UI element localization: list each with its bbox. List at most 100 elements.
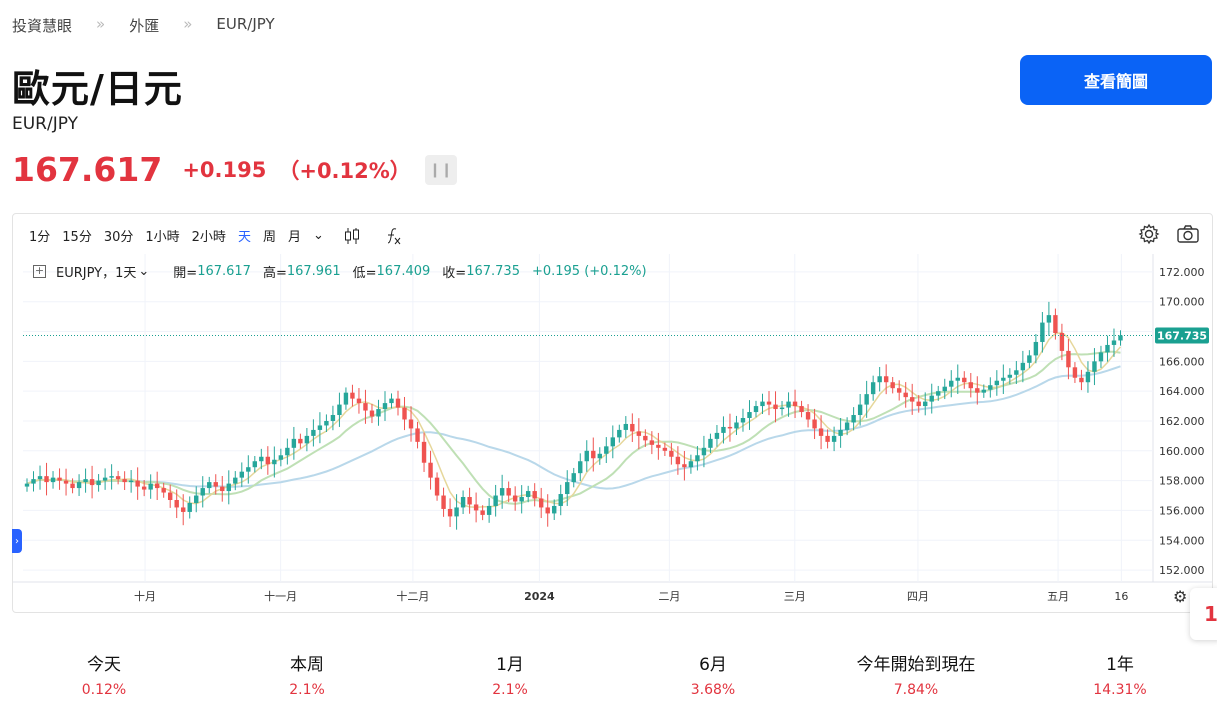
candle-body [1033, 341, 1039, 356]
candle-body [610, 437, 615, 447]
breadcrumb-home[interactable]: 投資慧眼 [12, 17, 73, 35]
candle-body [252, 461, 258, 468]
candle-body [545, 507, 550, 514]
candle-body [525, 491, 531, 498]
breadcrumb-sep: » [96, 15, 106, 33]
candle-body [792, 401, 798, 407]
candle-body [115, 476, 121, 480]
perf-value: 2.1% [289, 682, 325, 698]
candle-body [37, 476, 43, 480]
page-subtitle: EUR/JPY [12, 114, 78, 134]
current-price: 167.617 [12, 150, 163, 189]
candle-body [578, 461, 583, 474]
candle-body [259, 456, 264, 462]
pause-button[interactable]: ❙❙ [424, 154, 457, 185]
candle-body [128, 480, 134, 483]
candle-body [1046, 315, 1052, 323]
legend-high: 167.961 [286, 264, 341, 279]
candle-body [721, 426, 726, 433]
sidebar-expand-handle[interactable]: › [12, 529, 22, 553]
candle-body [1072, 367, 1078, 378]
timeframe-week[interactable]: 周 [262, 230, 276, 245]
candle-body [1040, 322, 1045, 342]
candle-body [870, 382, 876, 395]
candle-body [460, 497, 466, 508]
expand-plus-icon[interactable]: + [33, 264, 46, 278]
candle-body [604, 446, 609, 454]
candle-body [799, 406, 804, 413]
candle-body [896, 388, 902, 393]
timeframe-15min[interactable]: 15分 [62, 230, 92, 245]
candle-body [246, 467, 251, 472]
settings-gear-icon[interactable] [1138, 223, 1160, 249]
candle-body [1079, 377, 1084, 383]
view-chart-button[interactable]: 查看簡圖 [1020, 55, 1212, 105]
legend-symbol-chevron-icon[interactable]: ⌄ [138, 264, 150, 279]
performance-row: 今天 0.12% 本周 2.1% 1月 2.1% 6月 3.68% 今年開始到現… [0, 650, 1217, 700]
legend-low-label: 低= [352, 266, 377, 281]
candle-body [643, 435, 648, 441]
axis-settings-gear-icon[interactable]: ⚙ [1173, 587, 1187, 606]
candle-body [167, 492, 173, 500]
candles-icon[interactable] [344, 227, 360, 245]
perf-1year: 1年 14.31% [1093, 650, 1146, 698]
candle-body [844, 422, 850, 430]
chart-widget[interactable]: 152.000 154.000 156.000 158.000 160.000 162.0… [12, 213, 1213, 613]
candle-body [44, 476, 49, 483]
candle-body [194, 495, 199, 503]
legend-symbol[interactable]: EURJPY，1天 [56, 266, 137, 281]
timeframe-1h[interactable]: 1小時 [145, 230, 180, 245]
price-change: +0.195 [182, 157, 267, 182]
candle-body [675, 456, 681, 465]
candle-body [389, 398, 394, 404]
legend-close: 167.735 [466, 264, 520, 279]
candle-body [285, 447, 290, 456]
candle-body [857, 404, 863, 416]
legend-close-label: 收= [442, 266, 467, 281]
candle-body [656, 444, 661, 448]
candle-body [233, 477, 238, 484]
candle-body [402, 407, 407, 420]
candle-body [773, 404, 778, 410]
candle-body [298, 438, 303, 444]
timeframe-dropdown-chevron-icon[interactable]: ⌄ [312, 228, 324, 243]
legend-open-label: 開= [173, 266, 198, 281]
camera-icon[interactable] [1176, 223, 1200, 249]
price-row: 167.617 +0.195 （+0.12%） ❙❙ [12, 150, 457, 189]
y-tick-label: 160.000 [1159, 445, 1205, 458]
perf-value: 0.12% [81, 682, 127, 698]
floating-edge-card[interactable]: 1 [1190, 588, 1217, 640]
perf-label: 1年 [1106, 655, 1134, 675]
timeframe-1min[interactable]: 1分 [29, 230, 51, 245]
y-tick-label: 156.000 [1159, 504, 1205, 517]
candle-body [1053, 315, 1058, 334]
breadcrumb: 投資慧眼 » 外匯 » EUR/JPY [12, 15, 275, 36]
candle-body [499, 488, 505, 496]
timeframe-30min[interactable]: 30分 [103, 230, 134, 245]
perf-ytd: 今年開始到現在 7.84% [857, 650, 976, 698]
candle-body [831, 435, 837, 442]
timeframe-2h[interactable]: 2小時 [191, 230, 226, 245]
candle-body [1007, 374, 1013, 378]
candle-body [83, 479, 88, 483]
candle-body [226, 483, 231, 492]
perf-value: 7.84% [893, 682, 939, 698]
candle-body [291, 438, 297, 448]
candle-body [428, 462, 433, 478]
candle-body [695, 455, 700, 462]
chart-toolbar-right [1138, 223, 1200, 249]
perf-1month: 1月 2.1% [492, 650, 528, 698]
candlestick-chart[interactable]: 152.000 154.000 156.000 158.000 160.000 162.0… [13, 214, 1212, 612]
candle-body [63, 480, 69, 484]
breadcrumb-forex[interactable]: 外匯 [129, 17, 160, 35]
timeframe-month[interactable]: 月 [287, 230, 301, 245]
candle-body [623, 423, 629, 430]
candle-body [714, 432, 720, 439]
indicators-fx-icon[interactable] [384, 227, 402, 245]
candle-body [1027, 355, 1032, 363]
candle-body [317, 425, 323, 430]
candle-body [1105, 344, 1110, 353]
y-tick-label: 172.000 [1159, 266, 1205, 279]
candle-body [1059, 333, 1065, 351]
timeframe-day[interactable]: 天 [237, 230, 251, 245]
